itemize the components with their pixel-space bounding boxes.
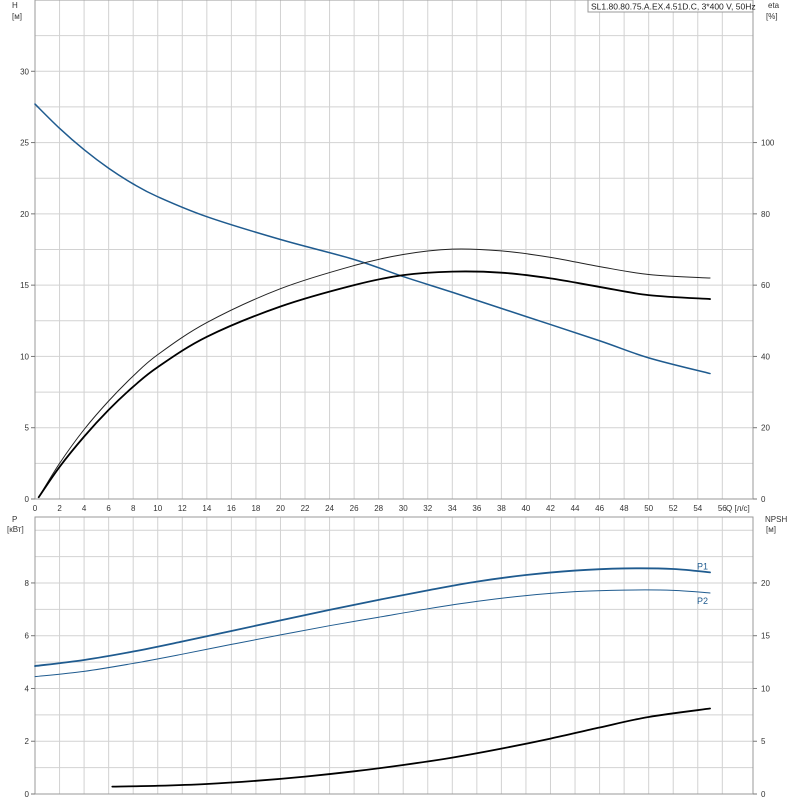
top-x-tick-label: 14 xyxy=(202,504,211,513)
top-x-tick-label: 30 xyxy=(399,504,408,513)
bottom-y-left-tick-label: 0 xyxy=(25,790,30,799)
top-series-line-2 xyxy=(37,270,711,499)
top-y-right-label-2: [%] xyxy=(766,12,778,21)
top-x-tick-label: 56 xyxy=(718,504,727,513)
top-chart-ticks: 0 2 4 6 8 10 12 14 16 18 20 22 24 26 28 30 32 34 36 38 40 42 4… xyxy=(20,67,775,513)
top-y-right-tick-label: 40 xyxy=(761,352,770,361)
top-y-right-tick-label: 20 xyxy=(761,424,770,433)
top-y-left-tick-label: 25 xyxy=(20,139,29,148)
top-y-left-label-1: H xyxy=(12,1,18,10)
bottom-chart-series: P1 P2 xyxy=(34,561,711,788)
top-x-label: Q [л/с] xyxy=(726,504,750,513)
top-x-tick-label: 52 xyxy=(669,504,678,513)
top-y-right-tick-label: 60 xyxy=(761,281,770,290)
bottom-y-right-tick-label: 20 xyxy=(761,579,770,588)
bottom-y-left-tick-label: 8 xyxy=(25,579,30,588)
bottom-series-line-2 xyxy=(111,707,711,788)
top-x-tick-label: 18 xyxy=(251,504,260,513)
top-x-tick-label: 26 xyxy=(350,504,359,513)
title-box xyxy=(587,0,754,13)
bottom-series-label-p2: P2 xyxy=(697,596,708,606)
top-x-tick-label: 10 xyxy=(153,504,162,513)
bottom-chart: P1 P2 0 2 4 6 8 0 5 10 15 20 P [кВт] NPSH [м] xyxy=(7,515,787,799)
top-x-tick-label: 54 xyxy=(693,504,702,513)
bottom-y-right-tick-label: 5 xyxy=(761,737,766,746)
top-x-tick-label: 28 xyxy=(374,504,383,513)
bottom-y-left-tick-label: 6 xyxy=(25,632,30,641)
top-x-tick-label: 32 xyxy=(423,504,432,513)
top-x-tick-label: 36 xyxy=(472,504,481,513)
top-x-tick-label: 22 xyxy=(301,504,310,513)
top-y-right-tick-label: 0 xyxy=(761,495,766,504)
top-y-left-tick-label: 5 xyxy=(25,424,30,433)
top-y-right-tick-label: 80 xyxy=(761,210,770,219)
top-x-tick-label: 12 xyxy=(178,504,187,513)
top-x-tick-label: 42 xyxy=(546,504,555,513)
bottom-chart-frame xyxy=(34,516,754,795)
top-y-left-tick-label: 10 xyxy=(20,352,29,361)
top-x-tick-label: 0 xyxy=(33,504,38,513)
top-x-tick-label: 16 xyxy=(227,504,236,513)
top-x-tick-label: 4 xyxy=(82,504,87,513)
top-x-tick-label: 50 xyxy=(644,504,653,513)
bottom-chart-ticks: 0 2 4 6 8 0 5 10 15 20 xyxy=(25,579,771,799)
chart-title: SL1.80.80.75.A.EX.4.51D.C, 3*400 V, 50Hz xyxy=(591,2,756,12)
top-x-tick-label: 24 xyxy=(325,504,334,513)
top-y-left-tick-label: 20 xyxy=(20,210,29,219)
top-y-left-tick-label: 0 xyxy=(25,495,30,504)
bottom-chart-grid xyxy=(34,517,753,795)
bottom-y-left-label-2: [кВт] xyxy=(7,525,24,534)
bottom-y-right-label-2: [м] xyxy=(766,525,776,534)
top-x-tick-label: 6 xyxy=(106,504,111,513)
bottom-y-left-tick-label: 4 xyxy=(25,684,30,693)
top-x-tick-label: 46 xyxy=(595,504,604,513)
bottom-series-line-p2 xyxy=(34,589,711,678)
bottom-series-label-p1: P1 xyxy=(697,561,708,571)
bottom-y-left-label-1: P xyxy=(12,515,17,524)
top-y-left-tick-label: 30 xyxy=(20,67,29,76)
top-x-tick-label: 34 xyxy=(448,504,457,513)
top-x-tick-label: 8 xyxy=(131,504,136,513)
bottom-series-line-p1 xyxy=(34,567,711,667)
top-x-tick-label: 20 xyxy=(276,504,285,513)
top-x-tick-label: 40 xyxy=(521,504,530,513)
top-chart: 0 2 4 6 8 10 12 14 16 18 20 22 24 26 28 30 32 34 36 38 40 42 4… xyxy=(12,0,780,513)
top-y-right-tick-label: 100 xyxy=(761,139,775,148)
top-x-tick-label: 2 xyxy=(57,504,62,513)
top-y-right-label-1: eta xyxy=(768,1,780,10)
top-y-left-label-2: [м] xyxy=(12,12,22,21)
bottom-y-right-tick-label: 0 xyxy=(761,790,766,799)
top-series-line-0 xyxy=(34,103,711,375)
bottom-y-right-tick-label: 15 xyxy=(761,632,770,641)
bottom-y-right-label-1: NPSH xyxy=(765,515,787,524)
top-y-left-tick-label: 15 xyxy=(20,281,29,290)
top-x-tick-label: 48 xyxy=(620,504,629,513)
top-x-tick-label: 44 xyxy=(571,504,580,513)
top-x-tick-label: 38 xyxy=(497,504,506,513)
top-chart-grid xyxy=(34,0,753,500)
top-series-line-1 xyxy=(38,248,711,498)
top-chart-frame xyxy=(34,0,754,500)
top-chart-series xyxy=(34,103,711,499)
bottom-y-left-tick-label: 2 xyxy=(25,737,30,746)
bottom-y-right-tick-label: 10 xyxy=(761,684,770,693)
